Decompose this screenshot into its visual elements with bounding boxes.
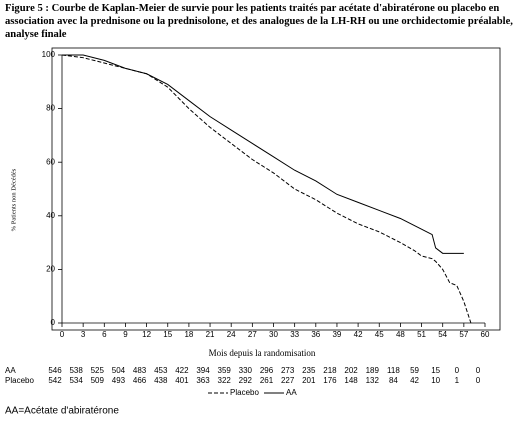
risk-row-label: AA xyxy=(5,366,16,375)
risk-row-label: Placebo xyxy=(5,376,34,385)
risk-value: 466 xyxy=(133,376,147,385)
risk-value: 534 xyxy=(69,376,83,385)
y-tick-label: 80 xyxy=(46,104,55,113)
y-tick-label: 40 xyxy=(46,211,55,220)
x-tick-label: 15 xyxy=(163,330,172,339)
x-tick-label: 45 xyxy=(375,330,384,339)
risk-value: 483 xyxy=(133,366,147,375)
x-tick-label: 57 xyxy=(459,330,468,339)
risk-value: 42 xyxy=(410,376,419,385)
x-tick-label: 6 xyxy=(102,330,107,339)
x-tick-label: 30 xyxy=(269,330,278,339)
risk-value: 261 xyxy=(260,376,274,385)
risk-value: 59 xyxy=(410,366,419,375)
risk-value: 538 xyxy=(69,366,83,375)
risk-value: 363 xyxy=(196,376,210,385)
risk-value: 493 xyxy=(112,376,126,385)
x-tick-label: 0 xyxy=(60,330,65,339)
x-tick-label: 33 xyxy=(290,330,299,339)
y-tick-label: 100 xyxy=(42,50,56,59)
x-tick-label: 21 xyxy=(206,330,215,339)
risk-value: 525 xyxy=(91,366,105,375)
risk-value: 118 xyxy=(387,366,400,375)
risk-value: 273 xyxy=(281,366,295,375)
risk-value: 296 xyxy=(260,366,274,375)
risk-value: 438 xyxy=(154,376,168,385)
risk-value: 235 xyxy=(302,366,316,375)
risk-value: 0 xyxy=(476,366,481,375)
y-tick-label: 60 xyxy=(46,157,55,166)
risk-value: 202 xyxy=(344,366,358,375)
x-tick-label: 36 xyxy=(311,330,320,339)
risk-value: 422 xyxy=(175,366,189,375)
y-tick-label: 20 xyxy=(46,265,55,274)
risk-value: 401 xyxy=(175,376,189,385)
y-axis-label: % Patients non Décédés xyxy=(10,168,17,231)
risk-value: 132 xyxy=(366,376,380,385)
risk-value: 10 xyxy=(431,376,440,385)
chart-title: Figure 5 : Courbe de Kaplan-Meier de sur… xyxy=(5,3,513,40)
risk-value: 330 xyxy=(239,366,253,375)
x-tick-label: 27 xyxy=(248,330,257,339)
x-tick-label: 12 xyxy=(142,330,151,339)
survival-curve xyxy=(62,54,464,254)
risk-value: 218 xyxy=(323,366,337,375)
risk-value: 546 xyxy=(48,366,62,375)
risk-value: 15 xyxy=(431,366,440,375)
x-tick-label: 24 xyxy=(227,330,236,339)
survival-curve xyxy=(61,54,472,324)
x-tick-label: 9 xyxy=(123,330,128,339)
risk-value: 542 xyxy=(48,376,62,385)
legend-label: AA xyxy=(286,388,297,397)
x-tick-label: 18 xyxy=(184,330,193,339)
risk-value: 394 xyxy=(196,366,210,375)
risk-value: 453 xyxy=(154,366,168,375)
risk-value: 148 xyxy=(344,376,358,385)
risk-value: 359 xyxy=(218,366,232,375)
risk-value: 84 xyxy=(389,376,398,385)
x-tick-label: 60 xyxy=(481,330,490,339)
x-tick-label: 48 xyxy=(396,330,405,339)
risk-value: 0 xyxy=(476,376,481,385)
x-tick-label: 51 xyxy=(417,330,426,339)
legend-label: Placebo xyxy=(230,388,259,397)
risk-value: 0 xyxy=(455,366,460,375)
x-tick-label: 3 xyxy=(81,330,86,339)
risk-value: 201 xyxy=(302,376,316,385)
risk-value: 1 xyxy=(455,376,460,385)
x-tick-label: 42 xyxy=(354,330,363,339)
risk-value: 509 xyxy=(91,376,105,385)
x-tick-label: 39 xyxy=(332,330,341,339)
risk-value: 292 xyxy=(239,376,253,385)
risk-value: 176 xyxy=(323,376,337,385)
risk-value: 189 xyxy=(366,366,380,375)
risk-value: 322 xyxy=(218,376,232,385)
risk-value: 227 xyxy=(281,376,295,385)
risk-value: 504 xyxy=(112,366,126,375)
y-tick-label: 0 xyxy=(51,318,56,327)
x-tick-label: 54 xyxy=(438,330,447,339)
footnote: AA=Acétate d'abiratérone xyxy=(5,406,119,417)
x-axis-label: Mois depuis la randomisation xyxy=(209,348,316,358)
plot-frame xyxy=(51,47,501,331)
